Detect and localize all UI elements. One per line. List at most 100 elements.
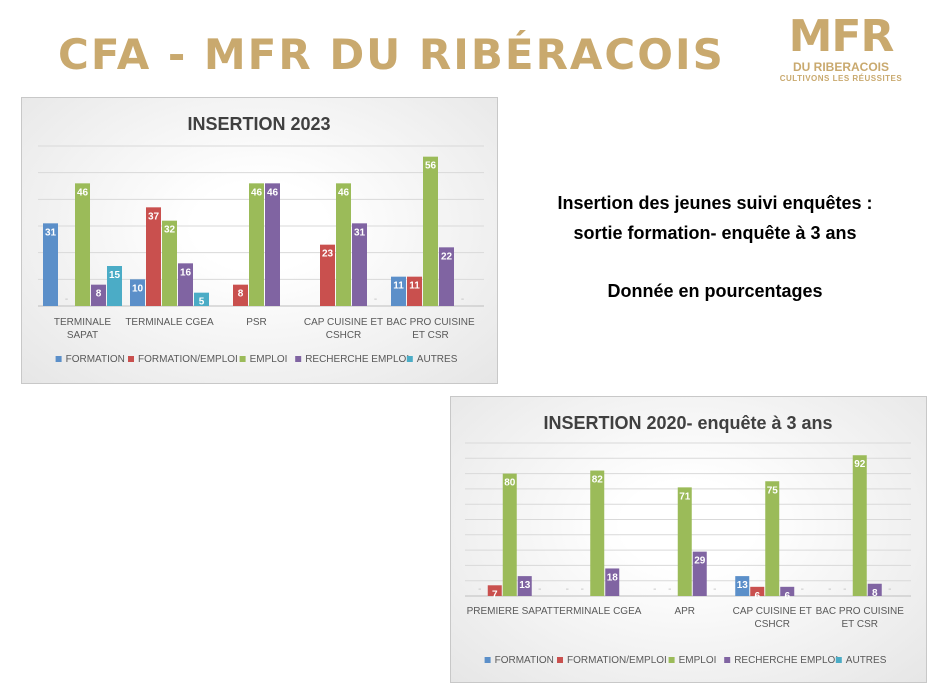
data-label: - — [713, 584, 716, 595]
legend-label: AUTRES — [846, 655, 887, 666]
bar-emploi — [249, 183, 264, 306]
data-label: 11 — [393, 281, 404, 292]
bar-formation — [391, 276, 406, 306]
legend-swatch — [484, 657, 491, 663]
data-label: - — [888, 584, 891, 595]
bar-formation-emploi — [146, 207, 161, 306]
bar-emploi — [765, 481, 780, 596]
bar-emploi — [162, 220, 177, 306]
legend-label: FORMATION/EMPLOI — [138, 354, 238, 365]
data-label: 5 — [199, 297, 205, 308]
bar-formation — [735, 576, 750, 596]
legend-swatch — [668, 657, 675, 663]
category-label: CAP CUISINE ET CSHCR — [733, 606, 812, 630]
data-label: 71 — [679, 491, 691, 502]
bar-autres — [194, 292, 209, 306]
data-label: 15 — [109, 270, 121, 281]
logo-name: DU RIBERACOIS — [792, 60, 889, 74]
legend-label: RECHERCHE EMPLOI — [305, 354, 409, 365]
bar-emploi — [590, 470, 605, 596]
bar-recherche-emploi — [352, 223, 367, 306]
bar-recherche-emploi — [91, 284, 106, 306]
bar-recherche-emploi — [265, 183, 280, 306]
data-label: 37 — [148, 211, 160, 222]
data-label: 13 — [519, 580, 531, 591]
category-label: TERMINALE CGEA — [553, 606, 642, 617]
category-label: BAC PRO CUISINE ET CSR — [386, 317, 475, 341]
legend-swatch — [239, 356, 246, 362]
category-label: TERMINALE CGEA — [125, 317, 214, 328]
bar-formation-emploi — [407, 276, 422, 306]
bar-emploi — [502, 473, 517, 596]
data-label: - — [478, 584, 481, 595]
legend-label: RECHERCHE EMPLOI — [734, 655, 838, 666]
description-line-3: Donnée en pourcentages — [607, 281, 823, 301]
bar-recherche-emploi — [692, 551, 707, 596]
data-label: 46 — [267, 187, 279, 198]
category-label: BAC PRO CUISINE ET CSR — [816, 606, 905, 630]
chart-insertion-2023: INSERTION 2023 31 - 46 8 15 TERMINALE SAPAT 10 37… — [21, 97, 498, 384]
legend-label: FORMATION — [66, 354, 125, 365]
data-label: 46 — [251, 187, 263, 198]
description-line-2: sortie formation- enquête à 3 ans — [573, 223, 857, 243]
bar-emploi — [75, 183, 90, 306]
bar-formation — [43, 223, 58, 306]
data-label: 75 — [767, 485, 779, 496]
legend-swatch — [835, 657, 842, 663]
data-label: 11 — [409, 281, 420, 292]
legend-label: FORMATION/EMPLOI — [567, 655, 667, 666]
bar-recherche-emploi — [867, 583, 882, 596]
bar-formation — [130, 279, 145, 306]
legend-label: FORMATION — [495, 655, 554, 666]
data-label: - — [843, 584, 846, 595]
mfr-logo: MFR DU RIBERACOIS CULTIVONS LES RÉUSSITE… — [766, 14, 916, 84]
legend-swatch — [128, 356, 134, 362]
category-label: PREMIERE SAPAT — [467, 606, 553, 617]
data-label: 23 — [322, 249, 334, 260]
data-label: 82 — [592, 475, 604, 486]
bar-emploi — [677, 487, 692, 596]
data-label: 32 — [164, 225, 176, 236]
data-label: 8 — [238, 289, 244, 300]
legend-swatch — [406, 356, 413, 362]
bar-emploi — [336, 183, 351, 306]
legend-label: EMPLOI — [250, 354, 288, 365]
bar-recherche-emploi — [439, 247, 454, 306]
chart-insertion-2020: INSERTION 2020- enquête à 3 ans -7 80 13- PR… — [450, 396, 927, 683]
category-label: PSR — [246, 317, 267, 328]
data-label: 31 — [354, 227, 366, 238]
data-label: - — [581, 584, 584, 595]
data-label: - — [538, 584, 541, 595]
chart-title: INSERTION 2023 — [187, 114, 330, 134]
bar-autres — [107, 266, 122, 306]
category-label: APR — [674, 606, 695, 617]
bar-recherche-emploi — [780, 586, 795, 596]
legend-swatch — [55, 356, 62, 362]
category-label: TERMINALE SAPAT — [54, 317, 112, 341]
logo-tagline: CULTIVONS LES RÉUSSITES — [779, 74, 903, 83]
data-label: 29 — [694, 556, 706, 567]
data-label: 16 — [180, 267, 192, 278]
legend-swatch — [557, 657, 563, 663]
bar-formation-emploi — [233, 284, 248, 306]
data-label: - — [828, 584, 831, 595]
data-label: 46 — [77, 187, 89, 198]
bar-formation-emploi — [320, 244, 335, 306]
bar-formation-emploi — [487, 585, 502, 596]
data-label: - — [65, 294, 68, 305]
data-label: 6 — [784, 591, 790, 602]
bar-emploi — [423, 156, 438, 306]
data-label: - — [653, 584, 656, 595]
data-label: - — [668, 584, 671, 595]
data-label: 8 — [872, 588, 878, 599]
data-label: - — [566, 584, 569, 595]
data-label: 80 — [504, 478, 516, 489]
chart-title: INSERTION 2020- enquête à 3 ans — [543, 413, 832, 433]
bar-emploi — [852, 455, 867, 596]
page-title: CFA - MFR DU RIBÉRACOIS — [58, 30, 725, 79]
data-label: 46 — [338, 187, 350, 198]
data-label: 10 — [132, 283, 144, 294]
description-line-1: Insertion des jeunes suivi enquêtes : — [557, 193, 873, 213]
data-label: 13 — [737, 580, 749, 591]
